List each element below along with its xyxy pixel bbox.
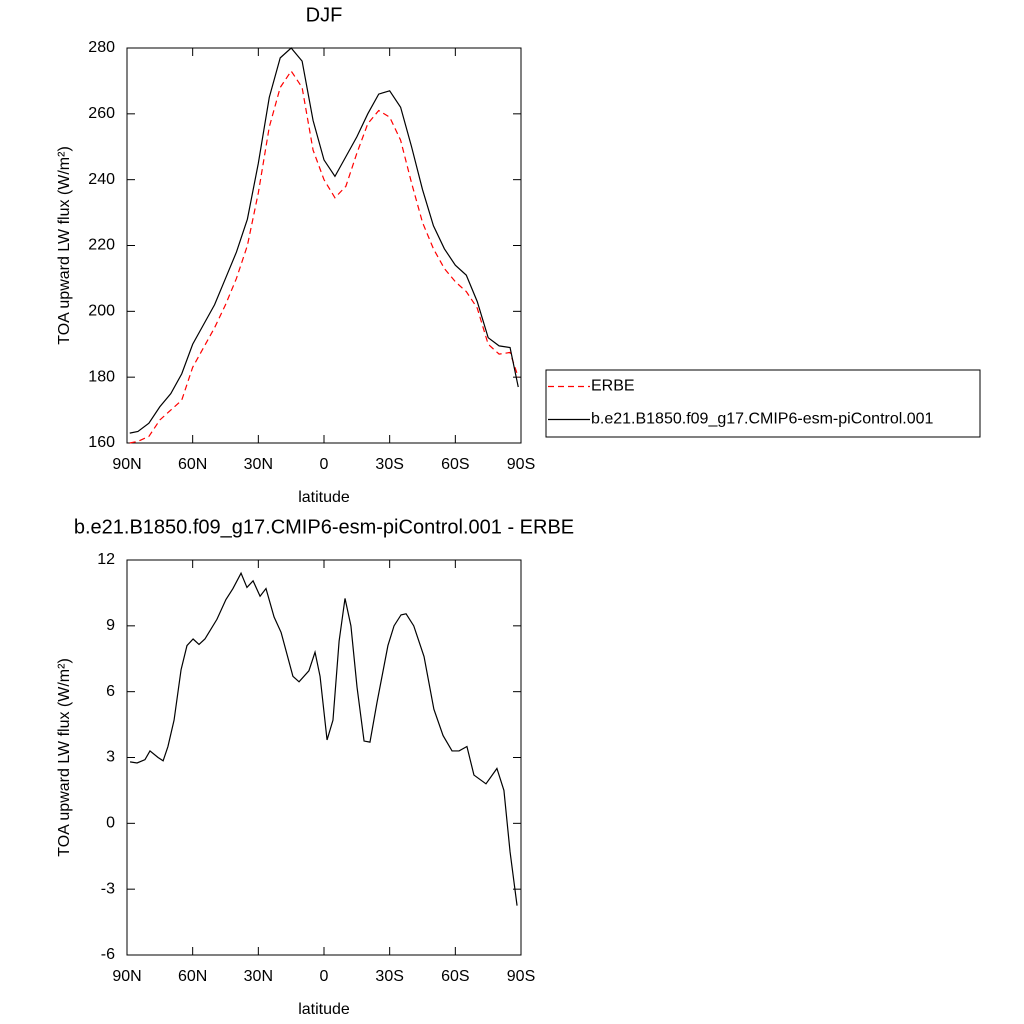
y-tick-label: 200 (88, 303, 115, 320)
y-tick-label: 180 (88, 368, 115, 385)
x-axis-label: latitude (298, 489, 350, 506)
y-tick-label: 260 (88, 105, 115, 122)
y-tick-label: 220 (88, 237, 115, 254)
plot-frame (126, 559, 522, 956)
x-tick-label: 30N (244, 968, 273, 985)
x-tick-label: 30S (375, 456, 403, 473)
y-tick-label: 6 (106, 683, 115, 700)
x-tick-label: 0 (320, 456, 329, 473)
chart-title: DJF (306, 4, 343, 26)
x-tick-label: 90N (112, 968, 141, 985)
x-tick-label: 90S (507, 456, 535, 473)
x-tick-label: 0 (320, 968, 329, 985)
y-axis-label: TOA upward LW flux (W/m²) (56, 658, 73, 857)
legend-label: ERBE (591, 378, 635, 395)
y-tick-label: 240 (88, 171, 115, 188)
y-tick-label: -3 (101, 880, 115, 897)
legend-label: b.e21.B1850.f09_g17.CMIP6-esm-piControl.… (591, 411, 934, 428)
y-axis-label: TOA upward LW flux (W/m²) (56, 146, 73, 345)
x-tick-label: 60S (441, 968, 469, 985)
x-tick-label: 30S (375, 968, 403, 985)
y-tick-label: 280 (88, 39, 115, 56)
data-line (129, 47, 519, 434)
x-tick-label: 60S (441, 456, 469, 473)
x-tick-label: 90N (112, 456, 141, 473)
data-line (129, 69, 519, 444)
plot-frame (126, 47, 522, 444)
x-axis-label: latitude (298, 1001, 350, 1018)
legend-box (545, 369, 981, 438)
y-tick-label: 160 (88, 434, 115, 451)
y-tick-label: 3 (106, 749, 115, 766)
data-line (129, 571, 518, 906)
chart-title: b.e21.B1850.f09_g17.CMIP6-esm-piControl.… (74, 516, 574, 538)
x-tick-label: 90S (507, 968, 535, 985)
x-tick-label: 30N (244, 456, 273, 473)
x-tick-label: 60N (178, 456, 207, 473)
x-tick-label: 60N (178, 968, 207, 985)
y-tick-label: 12 (97, 551, 115, 568)
y-tick-label: -6 (101, 946, 115, 963)
y-tick-label: 9 (106, 617, 115, 634)
y-tick-label: 0 (106, 815, 115, 832)
